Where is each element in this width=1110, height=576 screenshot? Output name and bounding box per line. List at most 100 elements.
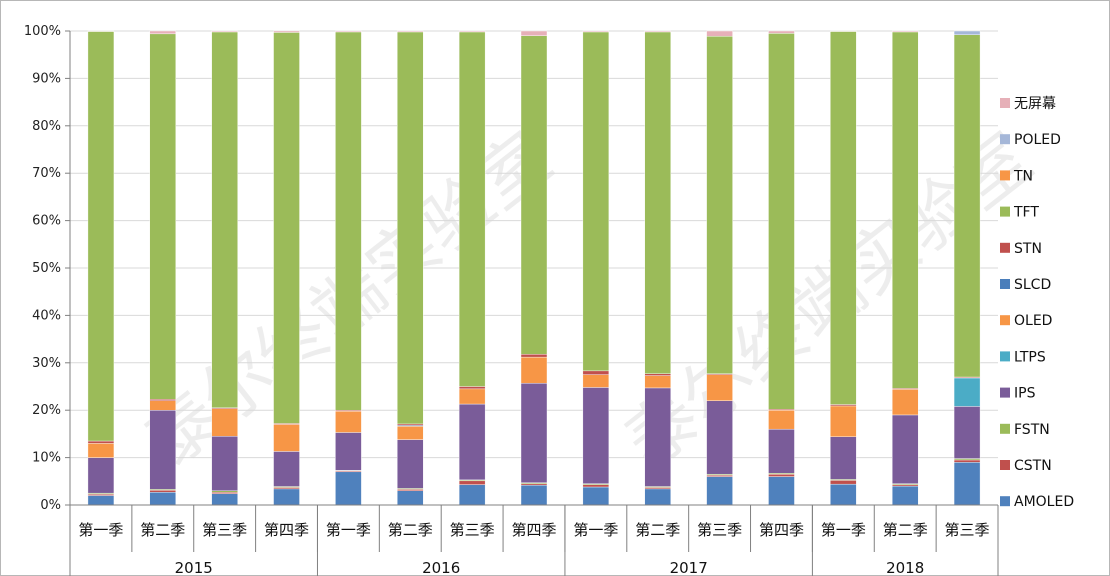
legend-label: STN <box>1014 241 1042 257</box>
year-label: 2018 <box>886 559 924 576</box>
bar-segment-AMOLED <box>953 462 981 506</box>
bar-segment-AMOLED <box>149 492 177 506</box>
bar-segment-TFT <box>149 33 177 400</box>
bar-segment-AMOLED <box>335 471 362 506</box>
category-label: 第四季 <box>511 521 556 539</box>
bar-segment-STN <box>582 370 610 375</box>
bar-segment-OLED <box>397 426 424 440</box>
bar-segment-OLED <box>273 424 300 452</box>
category-label: 第二季 <box>140 521 185 539</box>
y-tick-label: 50% <box>32 261 61 276</box>
bar-segment-无屏幕 <box>273 30 300 33</box>
category-label: 第三季 <box>697 521 742 539</box>
bar-segment-POLED <box>953 30 981 35</box>
bar-segment-无屏幕 <box>149 30 177 35</box>
bar-segment-IPS <box>273 451 300 487</box>
bar-segment-TFT <box>892 31 919 389</box>
bar-segment-IPS <box>335 432 362 471</box>
bar-segment-AMOLED <box>458 484 486 506</box>
bar-segment-TFT <box>768 33 795 410</box>
bar-segment-IPS <box>149 410 177 490</box>
bar-segment-AMOLED <box>520 484 548 506</box>
bar-segment-OLED <box>87 443 115 458</box>
category-label: 第一季 <box>821 521 866 539</box>
bar-segment-STN <box>149 399 177 401</box>
category-label: 第三季 <box>202 521 247 539</box>
bar-segment-STN <box>458 386 486 390</box>
year-label: 2015 <box>175 559 213 576</box>
legend-label: LTPS <box>1014 349 1046 365</box>
bar-segment-OLED <box>830 405 857 437</box>
y-tick-label: 70% <box>32 166 61 181</box>
category-label: 第一季 <box>573 521 618 539</box>
category-label: 第四季 <box>759 521 804 539</box>
bar-segment-FSTN <box>211 490 238 493</box>
bar-segment-无屏幕 <box>335 30 362 33</box>
bar-segment-IPS <box>397 439 424 489</box>
bar-segment-AMOLED <box>273 488 300 506</box>
legend-label: POLED <box>1014 132 1061 148</box>
bar-segment-TFT <box>273 32 300 424</box>
bar-segment-STN <box>397 423 424 426</box>
bar-segment-TFT <box>706 36 733 374</box>
bar-segment-TFT <box>458 31 486 387</box>
legend-swatch <box>1000 351 1010 362</box>
bar-segment-AMOLED <box>892 485 919 506</box>
bar-segment-无屏幕 <box>458 30 486 33</box>
y-tick-label: 30% <box>32 356 61 371</box>
bar-segment-AMOLED <box>397 490 424 506</box>
legend-label: TN <box>1013 168 1033 184</box>
bar-segment-IPS <box>953 406 981 459</box>
bar-segment-CSTN <box>892 484 919 487</box>
y-tick-label: 0% <box>40 498 61 513</box>
bar-segment-IPS <box>892 414 919 484</box>
legend-label: AMOLED <box>1014 494 1074 510</box>
bar-segment-OLED <box>644 375 671 389</box>
bar-segment-IPS <box>830 436 857 480</box>
category-label: 第三季 <box>450 521 495 539</box>
legend-label: CSTN <box>1014 458 1052 474</box>
bar-segment-OLED <box>458 388 486 405</box>
y-tick-label: 80% <box>32 119 61 134</box>
bar-segment-IPS <box>706 400 733 475</box>
bar-segment-AMOLED <box>768 476 795 506</box>
category-label: 第三季 <box>945 521 990 539</box>
bar-segment-AMOLED <box>830 483 857 506</box>
bar-segment-无屏幕 <box>768 30 795 34</box>
legend-swatch <box>1000 170 1010 181</box>
bar-segment-无屏幕 <box>520 30 548 36</box>
bar-segment-IPS <box>211 436 238 491</box>
legend-swatch <box>1000 315 1010 326</box>
legend-swatch <box>1000 423 1010 434</box>
category-label: 第一季 <box>78 521 123 539</box>
legend-swatch <box>1000 206 1010 217</box>
bar-segment-OLED <box>582 374 610 388</box>
bar-segment-TFT <box>335 31 362 411</box>
bar-segment-IPS <box>768 428 795 474</box>
bar-segment-IPS <box>458 403 486 481</box>
legend-swatch <box>1000 387 1010 398</box>
legend-label: FSTN <box>1014 422 1050 438</box>
bar-segment-OLED <box>706 374 733 401</box>
bar-segment-STN <box>87 440 115 444</box>
legend-label: TFT <box>1013 205 1039 221</box>
bar-segment-STN <box>830 404 857 407</box>
bar-segment-CSTN <box>149 490 177 493</box>
bar-segment-CSTN <box>273 487 300 490</box>
y-tick-label: 100% <box>24 24 61 39</box>
bar-segment-CSTN <box>644 487 671 490</box>
bar-segment-CSTN <box>211 492 238 494</box>
y-tick-label: 20% <box>32 403 61 418</box>
bar-segment-TFT <box>830 31 857 405</box>
bar-segment-CSTN <box>520 483 548 486</box>
bar-segment-OLED <box>149 400 177 411</box>
legend-swatch <box>1000 496 1010 507</box>
year-label: 2016 <box>422 559 460 576</box>
legend-label: 无屏幕 <box>1014 96 1056 112</box>
bar-segment-STN <box>520 354 548 358</box>
bar-segment-AMOLED <box>211 493 238 506</box>
bar-segment-CSTN <box>768 473 795 477</box>
category-label: 第二季 <box>635 521 680 539</box>
bar-segment-TFT <box>397 31 424 425</box>
bar-segment-FSTN <box>953 458 981 461</box>
